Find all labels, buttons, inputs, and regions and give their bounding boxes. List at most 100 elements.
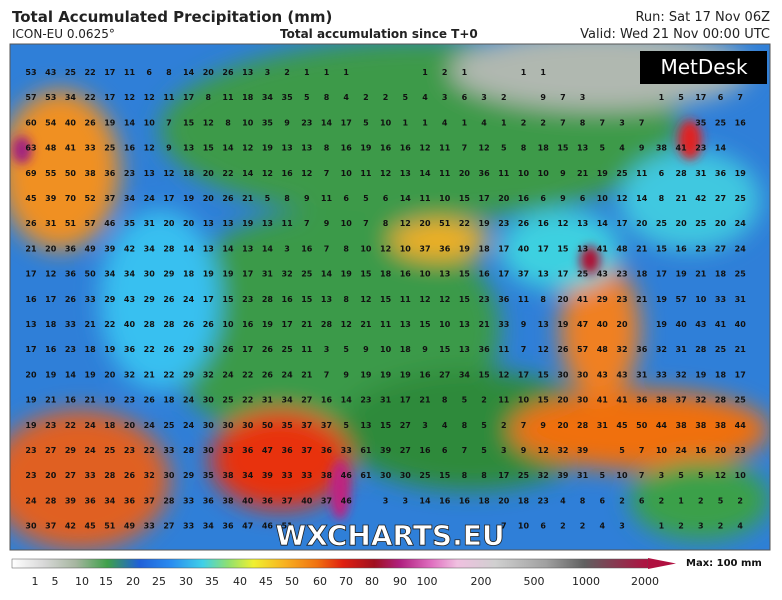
- grid-value: 10: [439, 320, 451, 329]
- grid-value: 19: [262, 320, 274, 329]
- grid-value: 40: [301, 496, 313, 505]
- grid-value: 24: [85, 446, 97, 455]
- grid-value: 1: [324, 68, 330, 77]
- grid-value: 18: [715, 370, 727, 379]
- grid-value: 19: [656, 295, 668, 304]
- grid-value: 3: [265, 68, 271, 77]
- grid-value: 19: [183, 194, 195, 203]
- grid-value: 10: [616, 471, 628, 480]
- grid-value: 16: [400, 144, 412, 153]
- grid-value: 21: [144, 370, 156, 379]
- grid-value: 46: [341, 496, 353, 505]
- grid-value: 28: [321, 320, 333, 329]
- grid-value: 17: [538, 244, 549, 253]
- grid-value: 27: [301, 396, 312, 405]
- grid-value: 39: [577, 446, 589, 455]
- grid-value: 13: [459, 345, 470, 354]
- grid-value: 22: [104, 320, 115, 329]
- grid-value: 2: [383, 93, 389, 102]
- grid-value: 23: [538, 496, 549, 505]
- grid-value: 19: [676, 270, 688, 279]
- grid-value: 34: [459, 370, 471, 379]
- grid-value: 6: [146, 68, 152, 77]
- grid-value: 15: [439, 471, 451, 480]
- grid-value: 17: [104, 93, 115, 102]
- grid-value: 9: [284, 118, 290, 127]
- grid-value: 7: [639, 446, 645, 455]
- grid-value: 8: [284, 194, 290, 203]
- grid-value: 15: [479, 370, 491, 379]
- grid-value: 16: [459, 496, 471, 505]
- grid-value: 3: [442, 93, 448, 102]
- grid-value: 24: [183, 396, 195, 405]
- grid-value: 8: [580, 496, 586, 505]
- grid-value: 3: [619, 522, 625, 531]
- grid-value: 51: [439, 219, 451, 228]
- grid-value: 14: [400, 194, 412, 203]
- grid-value: 11: [282, 219, 294, 228]
- grid-value: 42: [65, 522, 76, 531]
- grid-value: 19: [104, 118, 116, 127]
- colorbar-label: 70: [339, 575, 353, 588]
- grid-value: 23: [124, 446, 135, 455]
- grid-value: 48: [597, 345, 609, 354]
- grid-value: 21: [419, 396, 431, 405]
- grid-value: 26: [65, 295, 77, 304]
- grid-value: 34: [65, 93, 77, 102]
- grid-value: 34: [203, 522, 215, 531]
- grid-value: 3: [481, 93, 487, 102]
- grid-value: 38: [222, 471, 234, 480]
- grid-value: 15: [360, 270, 372, 279]
- grid-value: 20: [203, 169, 215, 178]
- grid-value: 12: [400, 219, 411, 228]
- grid-value: 19: [85, 370, 97, 379]
- grid-value: 17: [45, 295, 56, 304]
- grid-value: 4: [343, 93, 349, 102]
- grid-value: 33: [282, 471, 293, 480]
- grid-value: 70: [65, 194, 77, 203]
- grid-value: 9: [521, 320, 527, 329]
- grid-value: 15: [459, 270, 471, 279]
- grid-value: 36: [321, 446, 333, 455]
- grid-value: 5: [619, 446, 625, 455]
- grid-value: 69: [25, 169, 37, 178]
- grid-value: 15: [380, 421, 392, 430]
- grid-value: 1: [422, 68, 428, 77]
- grid-value: 1: [422, 118, 428, 127]
- grid-value: 22: [85, 93, 96, 102]
- grid-value: 24: [25, 496, 37, 505]
- grid-value: 37: [282, 496, 293, 505]
- grid-value: 5: [363, 118, 369, 127]
- grid-value: 12: [479, 144, 490, 153]
- grid-value: 33: [65, 320, 76, 329]
- grid-value: 17: [518, 370, 529, 379]
- grid-value: 8: [521, 144, 527, 153]
- grid-value: 27: [715, 244, 726, 253]
- grid-value: 3: [580, 93, 586, 102]
- grid-value: 18: [715, 270, 727, 279]
- grid-value: 10: [439, 194, 451, 203]
- grid-value: 28: [163, 244, 175, 253]
- grid-value: 28: [163, 496, 175, 505]
- grid-value: 23: [124, 169, 135, 178]
- grid-value: 14: [321, 270, 333, 279]
- grid-value: 12: [380, 169, 391, 178]
- grid-value: 6: [383, 194, 389, 203]
- grid-value: 31: [577, 471, 589, 480]
- grid-value: 6: [580, 194, 586, 203]
- grid-value: 12: [538, 345, 549, 354]
- grid-value: 16: [695, 446, 707, 455]
- grid-value: 12: [715, 471, 726, 480]
- grid-value: 19: [400, 370, 412, 379]
- grid-value: 12: [144, 144, 155, 153]
- grid-value: 1: [659, 93, 665, 102]
- grid-value: 7: [304, 219, 310, 228]
- grid-value: 7: [600, 118, 606, 127]
- grid-value: 10: [341, 169, 353, 178]
- grid-value: 21: [636, 295, 648, 304]
- grid-value: 21: [301, 370, 313, 379]
- colorbar: [11, 558, 649, 569]
- grid-value: 35: [124, 219, 136, 228]
- grid-value: 28: [45, 496, 57, 505]
- grid-value: 12: [124, 93, 135, 102]
